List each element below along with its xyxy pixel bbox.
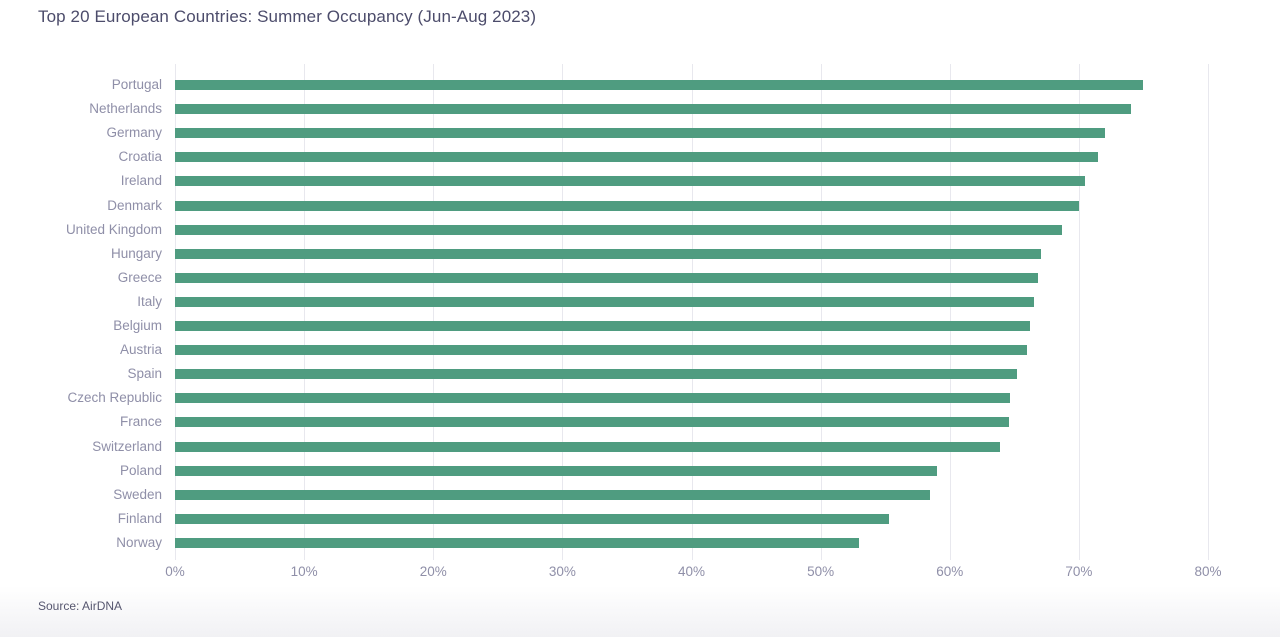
- category-label: Austria: [119, 342, 162, 358]
- bar-norway: [175, 537, 860, 548]
- bar-switzerland: [175, 441, 1001, 452]
- category-label: Spain: [127, 366, 162, 382]
- gridline: [304, 64, 306, 560]
- category-label: Greece: [117, 269, 162, 285]
- x-tick-label: 30%: [548, 564, 576, 579]
- x-tick-label: 40%: [677, 564, 706, 579]
- category-label: Ireland: [120, 173, 162, 189]
- gridline: [433, 64, 435, 560]
- category-label: Italy: [137, 293, 162, 309]
- bar-hungary: [175, 248, 1042, 259]
- bar-germany: [175, 128, 1105, 139]
- category-label: United Kingdom: [65, 221, 162, 237]
- category-label: France: [119, 414, 162, 430]
- category-label: Poland: [119, 462, 162, 478]
- category-label: Norway: [116, 534, 162, 550]
- bar-finland: [175, 513, 890, 524]
- category-label: Netherlands: [89, 101, 162, 117]
- gridline: [175, 64, 176, 560]
- category-label: Hungary: [110, 245, 162, 261]
- chart-title: Top 20 European Countries: Summer Occupa…: [38, 7, 537, 26]
- x-tick-label: 50%: [807, 564, 835, 579]
- bar-sweden: [175, 489, 931, 500]
- bar-ireland: [175, 176, 1086, 187]
- category-label: Germany: [106, 125, 162, 141]
- gridline: [562, 64, 564, 560]
- category-labels: Portugal Netherlands Germany Croatia Ireland…: [0, 0, 162, 637]
- gridline: [820, 64, 822, 560]
- gridline: [1208, 64, 1209, 560]
- x-tick-label: 80%: [1194, 564, 1222, 579]
- category-label: Switzerland: [92, 438, 162, 454]
- source-note: Source: AirDNA: [38, 599, 123, 613]
- x-tick-label: 10%: [290, 564, 318, 579]
- category-label: Portugal: [111, 77, 162, 92]
- x-tick-label: 0%: [165, 564, 185, 579]
- bar-italy: [175, 296, 1034, 307]
- bar-poland: [175, 465, 937, 476]
- bar-denmark: [175, 200, 1079, 211]
- bar-austria: [175, 345, 1028, 356]
- x-tick-label: 60%: [936, 564, 964, 579]
- category-label: Denmark: [107, 197, 162, 213]
- gridline: [1078, 64, 1080, 560]
- x-axis: 0% 10% 20% 30% 40% 50% 60% 70% 80%: [0, 562, 1280, 586]
- x-tick-label: 20%: [419, 564, 447, 579]
- bar-greece: [175, 272, 1038, 283]
- category-label: Croatia: [118, 149, 162, 165]
- x-tick-label: 70%: [1065, 564, 1093, 579]
- category-label: Finland: [117, 510, 162, 526]
- plot-area: [175, 64, 1209, 560]
- bar-croatia: [175, 152, 1099, 163]
- bar-spain: [175, 369, 1017, 380]
- category-label: Belgium: [113, 318, 162, 333]
- bar-france: [175, 417, 1010, 428]
- gridline: [691, 64, 693, 560]
- bar-czech-republic: [175, 393, 1011, 404]
- bar-portugal: [175, 80, 1144, 90]
- bar-belgium: [175, 321, 1030, 331]
- category-label: Sweden: [113, 486, 162, 502]
- bar-netherlands: [175, 104, 1131, 115]
- category-label: Czech Republic: [67, 390, 162, 406]
- bar-united-kingdom: [175, 224, 1063, 235]
- gridline: [949, 64, 951, 560]
